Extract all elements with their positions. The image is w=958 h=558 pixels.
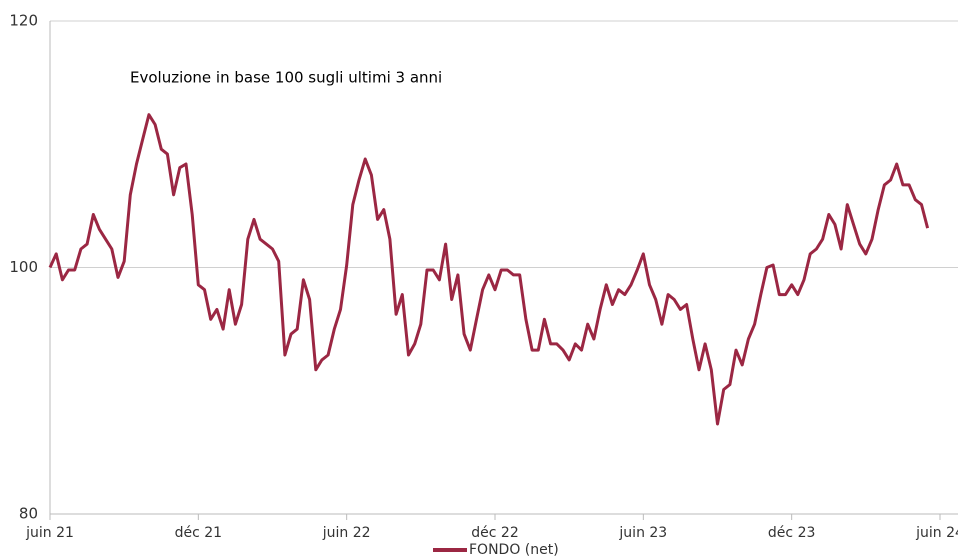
x-tick-label: juin 23 — [618, 525, 667, 541]
x-tick-label: déc 22 — [471, 525, 518, 541]
x-tick-label: déc 21 — [175, 525, 222, 541]
x-tick-label: déc 23 — [768, 525, 815, 541]
x-tick-label: juin 21 — [25, 525, 74, 541]
y-tick-label: 120 — [9, 12, 38, 30]
data-line — [48, 113, 930, 426]
x-tick-label: juin 24 — [915, 525, 958, 541]
legend-label: FONDO (net) — [469, 542, 559, 558]
x-tick-label: juin 22 — [322, 525, 371, 541]
y-tick-label: 80 — [19, 505, 38, 523]
y-tick-label: 100 — [9, 258, 38, 276]
chart-title: Evoluzione in base 100 sugli ultimi 3 an… — [130, 69, 442, 87]
